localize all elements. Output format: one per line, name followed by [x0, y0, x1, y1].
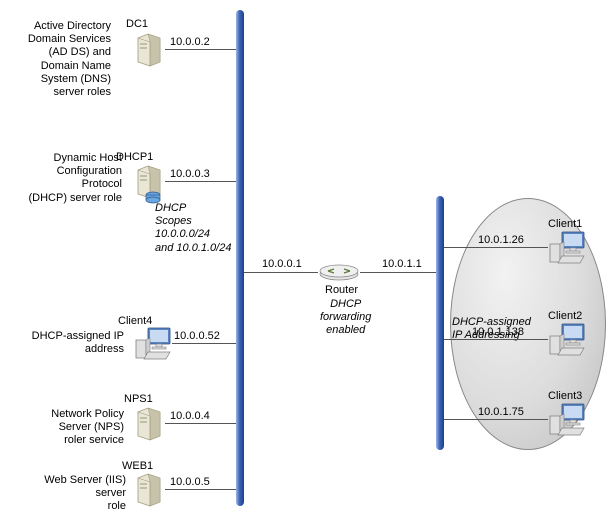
dc1-icon [136, 32, 166, 72]
client1-ip: 10.0.1.26 [478, 234, 524, 247]
client3-name: Client3 [548, 390, 582, 403]
client2-icon [548, 322, 588, 358]
web1-icon [136, 472, 166, 512]
client4-icon [134, 326, 174, 362]
client2-ip: 10.0.1.138 [472, 326, 524, 339]
dhcp1-scopes: DHCP Scopes 10.0.0.0/24 and 10.0.1.0/24 [155, 202, 231, 255]
client3-ip: 10.0.1.75 [478, 406, 524, 419]
web1-desc: Web Server (IIS) server role [26, 474, 126, 512]
client2-name: Client2 [548, 310, 582, 323]
web1-ip: 10.0.0.5 [170, 476, 210, 489]
dc1-ip: 10.0.0.2 [170, 36, 210, 49]
nps1-name: NPS1 [124, 393, 153, 406]
dc1-desc: Active Directory Domain Services (AD DS)… [15, 20, 111, 99]
router-ip-left: 10.0.0.1 [262, 258, 302, 271]
client4-ip: 10.0.0.52 [174, 330, 220, 343]
client1-name: Client1 [548, 218, 582, 231]
client1-icon [548, 230, 588, 266]
nps1-ip: 10.0.0.4 [170, 410, 210, 423]
network-bus-left [236, 10, 244, 506]
network-bus-right [436, 196, 444, 450]
router-name: Router [325, 284, 358, 297]
client4-desc: DHCP-assigned IP address [14, 330, 124, 356]
client3-icon [548, 402, 588, 438]
dc1-name: DC1 [126, 18, 148, 31]
router-link-left [244, 272, 318, 273]
router-icon [318, 264, 360, 282]
dhcp1-icon [136, 164, 166, 204]
dhcp1-ip: 10.0.0.3 [170, 168, 210, 181]
router-sublabel: DHCP forwarding enabled [320, 298, 371, 338]
router-link-right [360, 272, 436, 273]
dhcp1-desc: Dynamic Host Configuration Protocol (DHC… [12, 152, 122, 205]
network-diagram: { "canvas": { "width": 611, "height": 51… [0, 0, 611, 512]
web1-name: WEB1 [122, 460, 153, 473]
client4-name: Client4 [118, 315, 152, 328]
nps1-desc: Network Policy Server (NPS) roler servic… [24, 408, 124, 448]
router-ip-right: 10.0.1.1 [382, 258, 422, 271]
nps1-icon [136, 406, 166, 446]
